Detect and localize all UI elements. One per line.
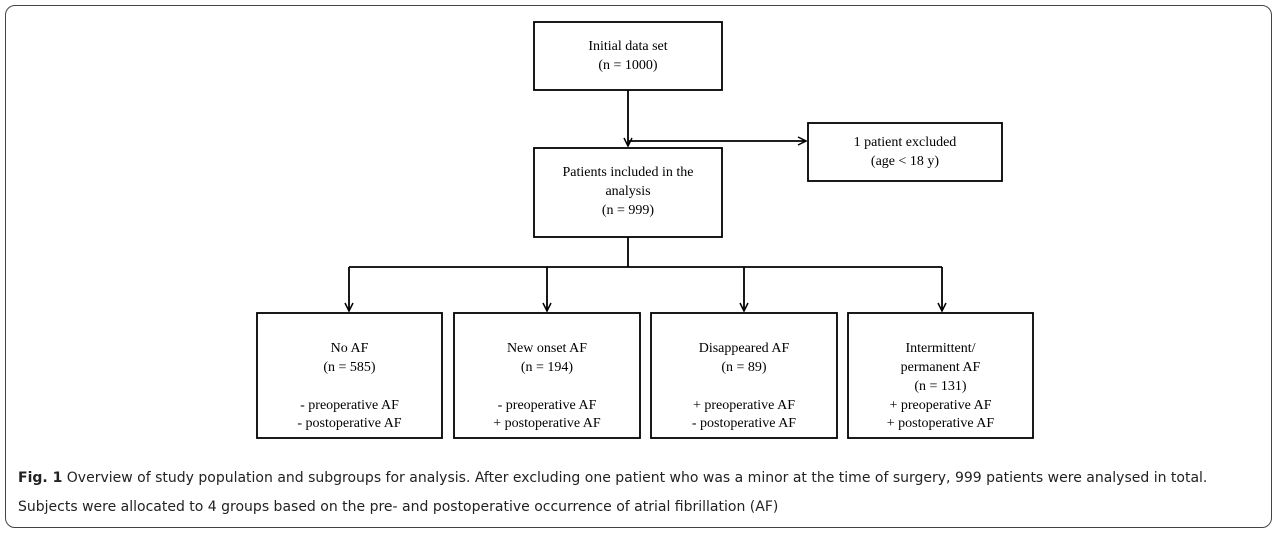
node-label: Disappeared AF: [699, 341, 790, 356]
node-label: (age < 18 y): [871, 154, 939, 169]
node-box: [650, 312, 838, 439]
node-label: Intermittent/: [906, 341, 976, 356]
connectors: [349, 90, 942, 311]
node-label: No AF: [331, 341, 369, 356]
node-label: (n = 89): [721, 360, 767, 375]
node-label: New onset AF: [507, 341, 587, 356]
node-criterion: - preoperative AF: [300, 398, 399, 413]
node-criterion: + postoperative AF: [887, 416, 995, 431]
caption-label: Fig. 1: [18, 470, 63, 486]
caption-text: Overview of study population and subgrou…: [18, 470, 1208, 515]
node-criterion: + preoperative AF: [693, 398, 795, 413]
node-box: [453, 312, 641, 439]
node-criterion: - postoperative AF: [692, 416, 796, 431]
flowchart: Initial data set (n = 1000) 1 patient excl…: [256, 21, 1034, 439]
node-label: analysis: [605, 184, 650, 199]
node-label: (n = 999): [602, 203, 655, 218]
node-label: Initial data set: [588, 39, 667, 54]
node-criterion: + postoperative AF: [493, 416, 601, 431]
caption: Fig. 1 Overview of study population and …: [18, 464, 1258, 522]
node-box: [256, 312, 443, 439]
node-criterion: - postoperative AF: [297, 416, 401, 431]
node-box: [533, 147, 723, 238]
node-box: [807, 122, 1003, 182]
node-label: (n = 1000): [598, 58, 658, 73]
node-criterion: - preoperative AF: [498, 398, 597, 413]
node-label: (n = 585): [323, 360, 376, 375]
node-label: (n = 131): [914, 379, 967, 394]
frame: [5, 5, 1272, 528]
node-box: [847, 312, 1034, 439]
node-label: Patients included in the: [562, 165, 693, 180]
node-box: [533, 21, 723, 91]
node-label: 1 patient excluded: [854, 135, 957, 150]
node-label: permanent AF: [901, 360, 981, 375]
node-label: (n = 194): [521, 360, 574, 375]
node-criterion: + preoperative AF: [890, 398, 992, 413]
